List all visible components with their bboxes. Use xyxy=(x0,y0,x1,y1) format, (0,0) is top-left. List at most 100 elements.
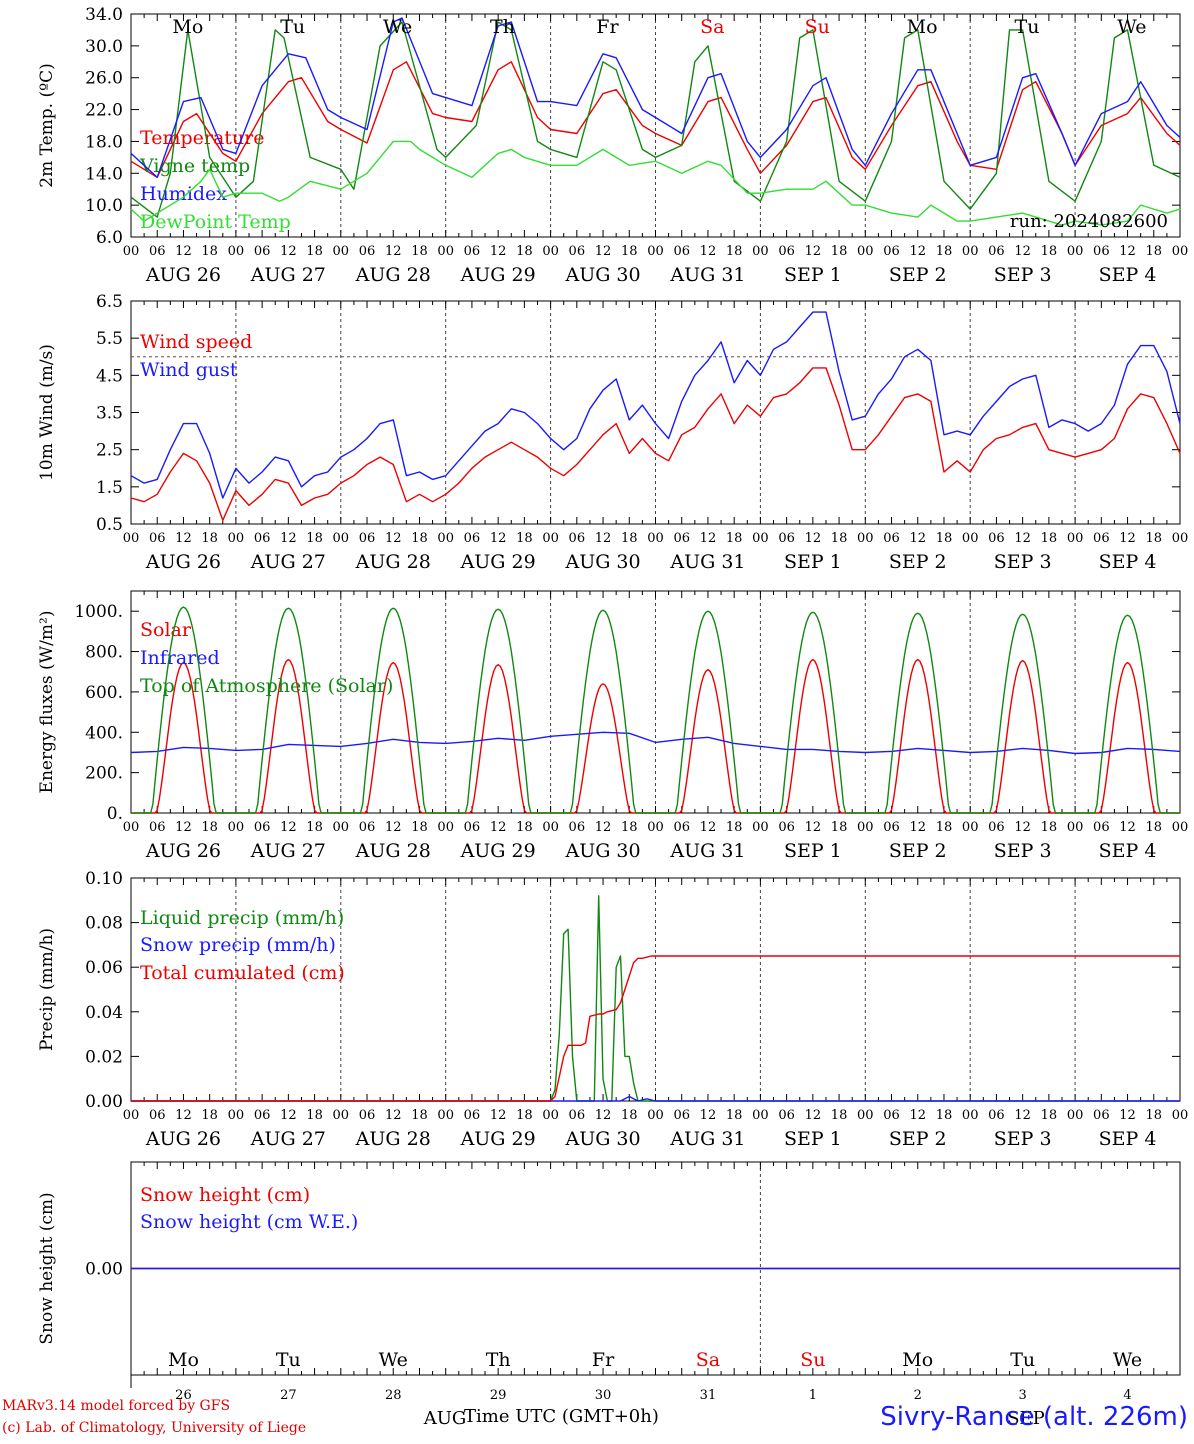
y-tick-label: 0.10 xyxy=(85,869,123,889)
x-tick-label: 00 xyxy=(752,531,769,546)
panel-frame-2 xyxy=(130,300,1181,525)
x-tick-label: 06 xyxy=(149,531,166,546)
weekday-label: Mo xyxy=(168,1349,199,1371)
y-tick-label: 600. xyxy=(85,683,123,703)
weekday-label: We xyxy=(1113,1349,1142,1371)
x-tick-label: 00 xyxy=(123,531,140,546)
x-tick-label: 00 xyxy=(437,1108,454,1123)
date-label: AUG 26 xyxy=(145,1128,221,1150)
weekday-label: Tu xyxy=(1015,16,1040,38)
x-tick-label: 00 xyxy=(752,244,769,259)
x-tick-label: 12 xyxy=(175,1108,192,1123)
date-label: SEP 3 xyxy=(994,264,1052,286)
x-tick-label: 18 xyxy=(936,244,953,259)
y-axis-label: 2m Temp. (ºC) xyxy=(37,63,57,188)
x-tick-label: 00 xyxy=(857,1108,874,1123)
date-label: SEP 2 xyxy=(889,264,947,286)
day-number-label: 28 xyxy=(385,1388,402,1403)
x-tick-label: 06 xyxy=(988,1108,1005,1123)
day-number-label: 30 xyxy=(595,1388,612,1403)
date-label: AUG 29 xyxy=(460,264,536,286)
x-tick-label: 00 xyxy=(1067,1108,1084,1123)
legend-entry: Top of Atmosphere (Solar) xyxy=(140,675,393,697)
weekday-label: We xyxy=(379,1349,408,1371)
legend-entry: Temperature xyxy=(140,127,264,149)
x-tick-label: 18 xyxy=(936,820,953,835)
x-tick-label: 18 xyxy=(1146,531,1163,546)
weekday-label: We xyxy=(383,16,412,38)
x-tick-label: 12 xyxy=(385,1108,402,1123)
x-tick-label: 18 xyxy=(516,531,533,546)
date-label: SEP 4 xyxy=(1099,551,1157,573)
x-tick-label: 18 xyxy=(306,244,323,259)
x-tick-label: 18 xyxy=(306,531,323,546)
x-tick-label: 00 xyxy=(857,531,874,546)
x-tick-label: 06 xyxy=(359,244,376,259)
x-tick-label: 18 xyxy=(411,531,428,546)
date-label: AUG 27 xyxy=(250,264,326,286)
x-tick-label: 06 xyxy=(1093,531,1110,546)
series-line-vigne xyxy=(131,895,1180,1102)
y-tick-label: 3.5 xyxy=(96,404,123,424)
x-tick-label: 12 xyxy=(1119,820,1136,835)
x-tick-label: 00 xyxy=(333,820,350,835)
x-tick-label: 00 xyxy=(647,1108,664,1123)
x-tick-label: 12 xyxy=(175,531,192,546)
x-tick-label: 06 xyxy=(254,531,271,546)
x-tick-label: 06 xyxy=(254,820,271,835)
day-number-label: 26 xyxy=(175,1388,192,1403)
x-tick-label: 18 xyxy=(831,244,848,259)
x-tick-label: 12 xyxy=(595,531,612,546)
date-label: AUG 30 xyxy=(564,1128,640,1150)
x-tick-label: 12 xyxy=(595,244,612,259)
date-label: SEP 2 xyxy=(889,840,947,862)
y-tick-label: 1.5 xyxy=(96,478,123,498)
month-label-aug: AUG xyxy=(423,1408,467,1429)
legend-entry: Snow height (cm W.E.) xyxy=(140,1211,358,1233)
y-tick-label: 18.0 xyxy=(85,132,123,152)
x-tick-label: 00 xyxy=(228,244,245,259)
y-tick-label: 0.08 xyxy=(85,914,123,934)
x-tick-label: 12 xyxy=(385,820,402,835)
x-tick-label: 12 xyxy=(175,820,192,835)
x-tick-label: 12 xyxy=(280,1108,297,1123)
x-tick-label: 12 xyxy=(175,244,192,259)
x-tick-label: 06 xyxy=(359,531,376,546)
x-tick-label: 00 xyxy=(123,820,140,835)
day-number-label: 27 xyxy=(280,1388,297,1403)
x-tick-label: 18 xyxy=(201,820,218,835)
date-label: AUG 31 xyxy=(669,264,745,286)
x-tick-label: 12 xyxy=(805,531,822,546)
x-tick-label: 18 xyxy=(1146,1108,1163,1123)
legend-entry: DewPoint Temp xyxy=(140,211,291,233)
x-tick-label: 12 xyxy=(909,820,926,835)
x-tick-label: 00 xyxy=(1067,820,1084,835)
x-tick-label: 00 xyxy=(437,244,454,259)
x-tick-label: 18 xyxy=(411,1108,428,1123)
date-label: SEP 4 xyxy=(1099,1128,1157,1150)
x-tick-label: 18 xyxy=(516,1108,533,1123)
x-tick-label: 12 xyxy=(1119,531,1136,546)
x-tick-label: 12 xyxy=(385,531,402,546)
panel-frame-1 xyxy=(130,13,1181,238)
x-tick-label: 06 xyxy=(883,244,900,259)
x-tick-label: 06 xyxy=(569,244,586,259)
model-credit: MARv3.14 model forced by GFS xyxy=(2,1398,231,1414)
series-line-temperature xyxy=(130,367,1181,521)
x-tick-label: 06 xyxy=(883,1108,900,1123)
date-label: AUG 30 xyxy=(564,840,640,862)
date-label: SEP 3 xyxy=(994,840,1052,862)
x-tick-label: 18 xyxy=(726,820,743,835)
y-tick-label: 0.5 xyxy=(96,515,123,535)
x-tick-label: 00 xyxy=(962,1108,979,1123)
weekday-label: Mo xyxy=(172,16,203,38)
x-tick-label: 12 xyxy=(805,244,822,259)
legend-entry: Total cumulated (cm) xyxy=(140,962,345,984)
y-tick-label: 0.00 xyxy=(85,1092,123,1112)
x-tick-label: 00 xyxy=(228,1108,245,1123)
date-label: AUG 28 xyxy=(355,1128,431,1150)
series-line-humidex xyxy=(130,311,1181,499)
x-tick-label: 00 xyxy=(857,244,874,259)
x-tick-label: 12 xyxy=(700,820,717,835)
x-tick-label: 00 xyxy=(647,531,664,546)
